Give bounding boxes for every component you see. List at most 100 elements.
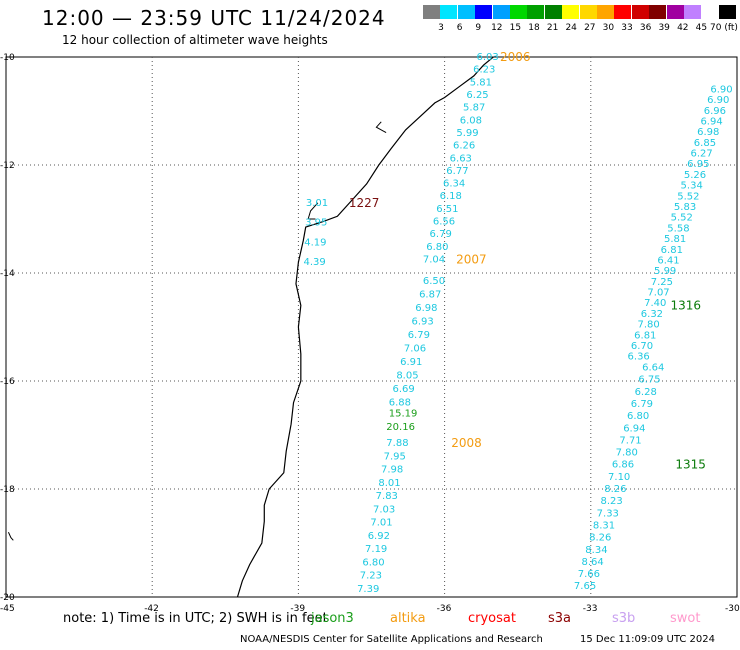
map-frame	[5, 56, 738, 598]
longitude-label: -33	[583, 604, 598, 614]
longitude-label: -30	[725, 604, 740, 614]
wave-height-value: 6.80	[426, 242, 448, 253]
satellite-swot: swot	[670, 611, 701, 626]
wave-height-value: 7.25	[651, 277, 673, 288]
wave-height-value: 5.58	[667, 223, 689, 234]
wave-height-value: 7.66	[578, 569, 600, 580]
wave-height-value: 6.63	[450, 153, 472, 164]
coastline	[375, 121, 387, 134]
wave-height-value: 6.79	[430, 229, 452, 240]
wave-height-value: 6.26	[453, 141, 475, 152]
wave-height-value: 8.23	[600, 496, 622, 507]
colorbar-label: 24	[565, 23, 577, 33]
wave-height-value: 6.64	[642, 363, 664, 374]
latitude-label: -16	[0, 377, 15, 387]
wave-height-value: 6.85	[694, 138, 716, 149]
colorbar-label: 39	[658, 23, 670, 33]
wave-height-value: 8.34	[585, 545, 607, 556]
wave-height-value: 7.04	[423, 255, 445, 266]
wave-height-value: 7.10	[608, 472, 630, 483]
wave-height-value: 6.56	[433, 217, 455, 228]
wave-height-value: 7.80	[637, 320, 659, 331]
page-subtitle: 12 hour collection of altimeter wave hei…	[62, 33, 328, 47]
longitude-label: -42	[144, 604, 159, 614]
colorbar-swatch	[457, 5, 475, 19]
wave-height-value: 6.80	[362, 557, 384, 568]
colorbar-swatch	[614, 5, 632, 19]
colorbar-swatch	[562, 5, 580, 19]
colorbar-swatch	[649, 5, 667, 19]
wave-height-value: 6.94	[623, 423, 645, 434]
footer-note: note: 1) Time is in UTC; 2) SWH is in fe…	[63, 611, 328, 626]
track-time-label: 1316	[671, 298, 702, 312]
wave-height-value: 6.03	[476, 52, 498, 63]
wave-height-value: 6.81	[634, 330, 656, 341]
wave-height-value: 6.96	[704, 106, 726, 117]
satellite-altika: altika	[390, 611, 426, 626]
latitude-label: -20	[0, 593, 15, 603]
latitude-label: -14	[0, 269, 15, 279]
wave-height-value: 8.05	[396, 371, 418, 382]
wave-height-value: 6.95	[687, 159, 709, 170]
latitude-label: -12	[0, 161, 15, 171]
coastline	[7, 531, 14, 541]
colorbar-label: 18	[528, 23, 540, 33]
colorbar-label: 15	[509, 23, 522, 33]
wave-height-value: 5.83	[674, 202, 696, 213]
wave-height-value: 6.18	[440, 191, 462, 202]
track-time-label: 2008	[451, 436, 482, 450]
wave-height-value: 6.50	[423, 276, 445, 287]
wave-height-value: 20.16	[386, 422, 415, 433]
wave-height-value: 7.65	[574, 581, 596, 592]
wave-height-value: 6.41	[657, 255, 679, 266]
colorbar-label: 3	[438, 23, 444, 33]
wave-height-value: 6.23	[473, 65, 495, 76]
wave-height-value: 6.75	[638, 375, 660, 386]
wave-height-value: 7.71	[619, 435, 641, 446]
wave-height-value: 7.19	[365, 544, 387, 555]
colorbar-label: 42	[677, 23, 689, 33]
wave-height-value: 6.28	[635, 387, 657, 398]
wave-height-value: 7.07	[647, 288, 669, 299]
track-time-label: 1315	[675, 458, 706, 472]
colorbar-swatch	[597, 5, 614, 19]
credit-text: NOAA/NESDIS Center for Satellite Applica…	[240, 634, 543, 645]
colorbar-swatch	[718, 5, 736, 19]
wave-height-value: 6.25	[466, 90, 488, 101]
wave-height-value: 8.26	[604, 484, 626, 495]
wave-height-value: 6.98	[415, 303, 437, 314]
wave-height-value: 4.39	[303, 257, 325, 268]
wave-height-value: 6.91	[400, 357, 422, 368]
wave-height-value: 7.33	[597, 508, 619, 519]
colorbar-swatch	[423, 5, 440, 19]
track-time-label: 1227	[349, 196, 380, 210]
wave-height-value: 6.98	[697, 127, 719, 138]
wave-height-value: 6.92	[368, 531, 390, 542]
colorbar-swatch	[666, 5, 684, 19]
wave-height-value: 5.99	[456, 128, 478, 139]
coastline	[236, 56, 494, 598]
longitude-label: -39	[290, 604, 305, 614]
wave-height-value: 7.39	[357, 584, 379, 595]
latitude-label: -10	[0, 53, 15, 63]
colorbar-label: 30	[602, 23, 615, 33]
colorbar-swatch	[701, 5, 719, 19]
wave-height-value: 5.81	[470, 77, 492, 88]
wave-height-value: 7.01	[370, 518, 392, 529]
satellite-jason3: jason3	[311, 611, 354, 626]
wave-height-value: 3.01	[306, 198, 328, 209]
colorbar-label: 12	[491, 23, 503, 33]
colorbar-swatch	[579, 5, 597, 19]
colorbar-label: 70 (ft)	[710, 23, 738, 33]
colorbar-label: 6	[456, 23, 463, 33]
wave-height-value: 8.26	[589, 533, 611, 544]
wave-height-value: 6.32	[641, 309, 663, 320]
wave-height-value: 5.26	[684, 170, 706, 181]
wave-height-value: 5.99	[654, 266, 676, 277]
wave-height-value: 6.90	[707, 95, 729, 106]
satellite-cryosat: cryosat	[468, 611, 516, 626]
longitude-label: -36	[437, 604, 452, 614]
wave-height-value: 6.80	[627, 411, 649, 422]
wave-height-value: 8.64	[582, 557, 604, 568]
